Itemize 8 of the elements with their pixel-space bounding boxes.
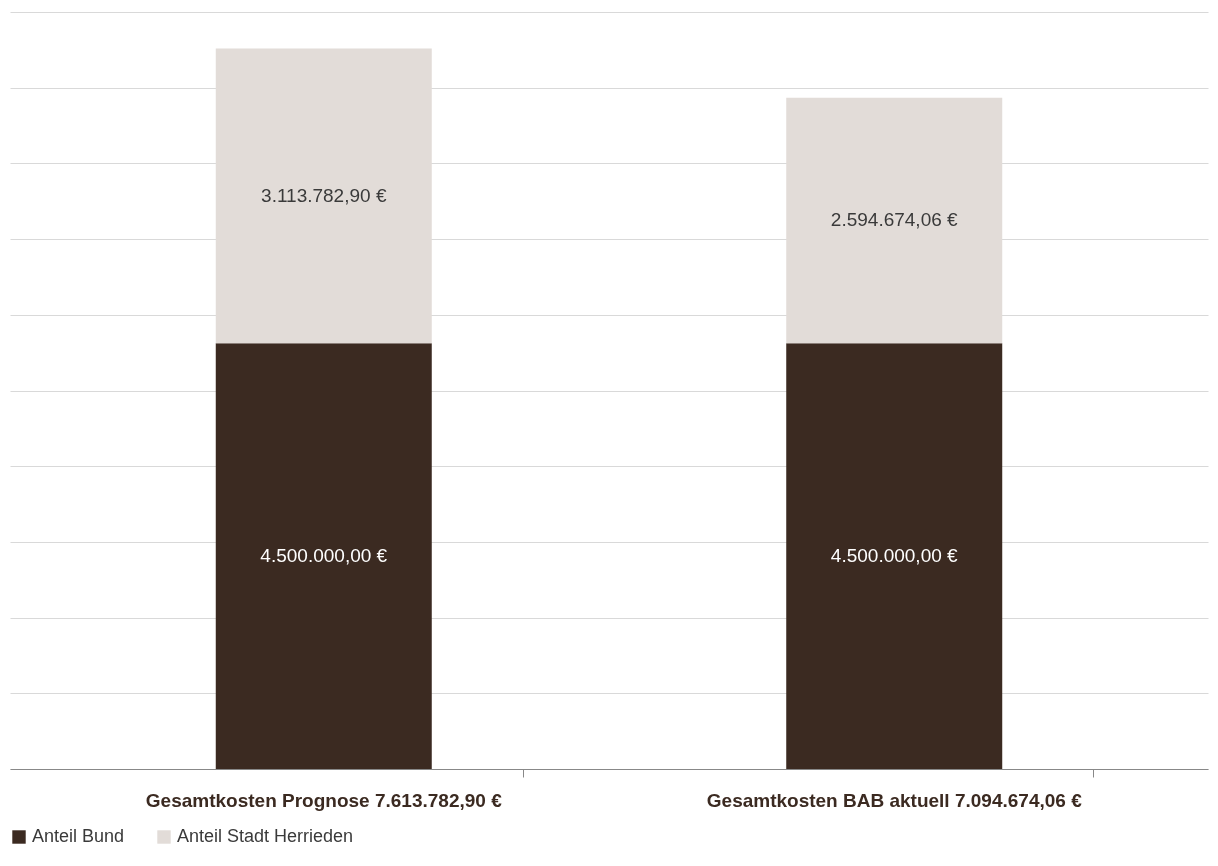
data-label: 4.500.000,00 € (260, 545, 388, 567)
x-tick-label: Gesamtkosten Prognose 7.613.782,90 € (145, 789, 503, 811)
data-label: 4.500.000,00 € (830, 545, 959, 567)
legend-label: Anteil Stadt Herrieden (177, 826, 354, 846)
data-label: 2.594.674,06 € (830, 209, 959, 231)
legend-label: Anteil Bund (32, 826, 125, 846)
x-tick-label: Gesamtkosten BAB aktuell 7.094.674,06 € (706, 789, 1083, 811)
data-label: 3.113.782,90 € (261, 184, 387, 206)
